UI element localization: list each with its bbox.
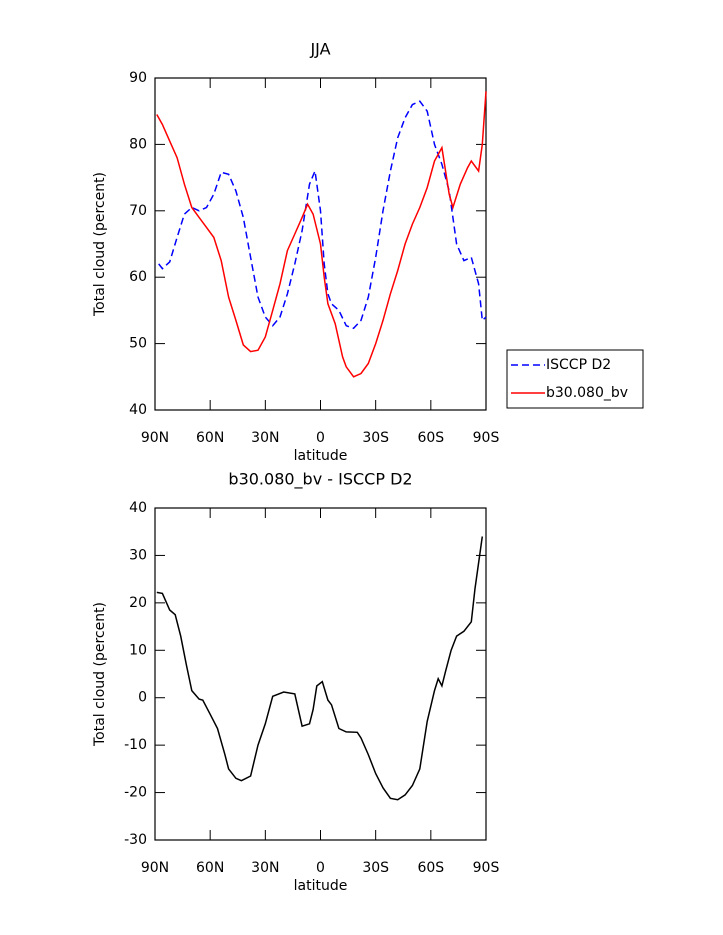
x-axis-label: latitude [294,448,348,464]
y-tick-label: 20 [129,595,147,611]
x-tick-label: 0 [316,860,325,876]
x-tick-label: 60S [417,860,444,876]
plot-frame [154,507,487,841]
y-tick-label: 80 [129,136,147,152]
x-tick-label: 60N [196,860,224,876]
x-tick-label: 30S [362,430,389,446]
y-axis-label: Total cloud (percent) [92,602,108,747]
legend-label: ISCCP D2 [546,357,611,373]
y-tick-label: 90 [129,70,147,86]
x-tick-label: 30S [362,860,389,876]
plot-frame [154,77,487,411]
x-tick-label: 30N [251,430,279,446]
x-tick-label: 60N [196,430,224,446]
x-tick-label: 30N [251,860,279,876]
chart-title: b30.080_bv - ISCCP D2 [228,470,412,490]
y-tick-label: -30 [124,832,147,848]
y-tick-label: 40 [129,500,147,516]
y-tick-label: 40 [129,402,147,418]
x-axis-label: latitude [294,878,348,894]
y-axis-label: Total cloud (percent) [92,172,108,317]
y-tick-label: 60 [129,269,147,285]
legend-label: b30.080_bv [546,385,628,401]
x-tick-label: 90S [473,430,500,446]
x-tick-label: 60S [417,430,444,446]
series-line [158,100,487,330]
y-tick-label: -20 [124,785,147,801]
y-tick-label: 0 [138,690,147,706]
x-tick-label: 90N [141,860,169,876]
x-tick-label: 90S [473,860,500,876]
y-tick-label: 30 [129,547,147,563]
series-line [156,91,487,378]
y-tick-label: 10 [129,642,147,658]
legend-box [506,349,644,409]
x-tick-label: 90N [141,430,169,446]
y-tick-label: 50 [129,336,147,352]
y-tick-label: 70 [129,203,147,219]
x-tick-label: 0 [316,430,325,446]
chart-title: JJA [309,40,330,59]
series-line [156,536,484,801]
y-tick-label: -10 [124,737,147,753]
